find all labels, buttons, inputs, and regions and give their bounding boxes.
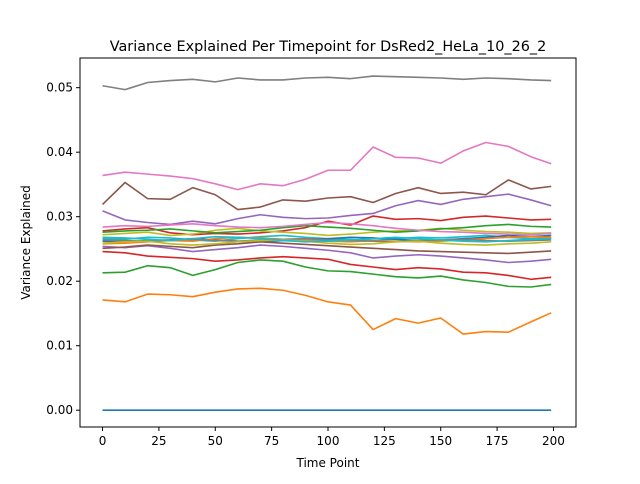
x-tick-label: 100 <box>317 434 340 448</box>
series-line-2 <box>102 287 552 335</box>
series-line-7 <box>102 141 552 191</box>
series-line-8 <box>102 75 552 91</box>
chart-title: Variance Explained Per Timepoint for DsR… <box>110 39 547 55</box>
x-tick-label: 50 <box>208 434 223 448</box>
y-tick-label: 0.01 <box>46 339 73 353</box>
series-line-3 <box>102 259 552 288</box>
series-line-4 <box>102 215 552 236</box>
series-line-20 <box>102 235 552 243</box>
y-tick-label: 0.02 <box>46 274 73 288</box>
x-tick-label: 150 <box>429 434 452 448</box>
y-tick-label: 0.05 <box>46 81 73 95</box>
x-tick-label: 200 <box>542 434 565 448</box>
y-axis: 0.00 0.01 0.02 0.03 0.04 0.05 <box>46 81 80 417</box>
plot-area <box>101 75 552 412</box>
series-line-9 <box>102 227 552 237</box>
y-axis-label: Variance Explained <box>19 185 33 300</box>
x-tick-label: 125 <box>373 434 396 448</box>
x-tick-label: 75 <box>264 434 279 448</box>
x-axis-label: Time Point <box>296 456 360 470</box>
x-tick-label: 175 <box>486 434 509 448</box>
x-tick-label: 25 <box>151 434 166 448</box>
y-tick-label: 0.03 <box>46 210 73 224</box>
series-line-15 <box>102 244 552 264</box>
y-tick-label: 0.00 <box>46 403 73 417</box>
series-line-16 <box>102 241 552 255</box>
y-tick-label: 0.04 <box>46 145 73 159</box>
x-axis: 0 25 50 75 100 125 150 175 200 <box>99 427 565 448</box>
series-line-17 <box>102 221 552 236</box>
series-line-13 <box>102 223 552 234</box>
x-tick-label: 0 <box>99 434 107 448</box>
series-line-6 <box>101 179 552 211</box>
series-line-14 <box>102 250 552 281</box>
series-line-5 <box>102 193 552 226</box>
series-line-19 <box>102 239 552 246</box>
